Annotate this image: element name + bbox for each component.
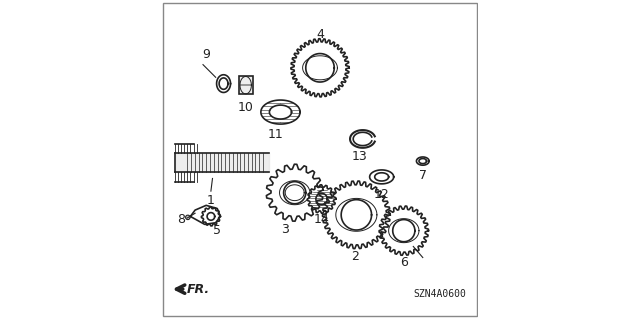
Text: 9: 9 [202, 48, 210, 62]
Text: 14: 14 [314, 213, 330, 226]
Text: 1: 1 [207, 194, 215, 207]
Text: 3: 3 [281, 223, 289, 236]
Text: 13: 13 [351, 150, 367, 163]
Text: 4: 4 [316, 28, 324, 41]
Text: 8: 8 [177, 213, 185, 226]
Text: FR.: FR. [187, 283, 211, 296]
Text: 7: 7 [419, 169, 427, 182]
Text: 2: 2 [351, 250, 359, 263]
Text: 12: 12 [374, 188, 390, 201]
Text: SZN4A0600: SZN4A0600 [413, 289, 467, 299]
Text: 6: 6 [400, 256, 408, 269]
Text: 5: 5 [213, 224, 221, 237]
Circle shape [186, 215, 190, 219]
Text: 11: 11 [268, 128, 284, 141]
FancyBboxPatch shape [239, 77, 253, 94]
Text: 10: 10 [237, 101, 253, 114]
